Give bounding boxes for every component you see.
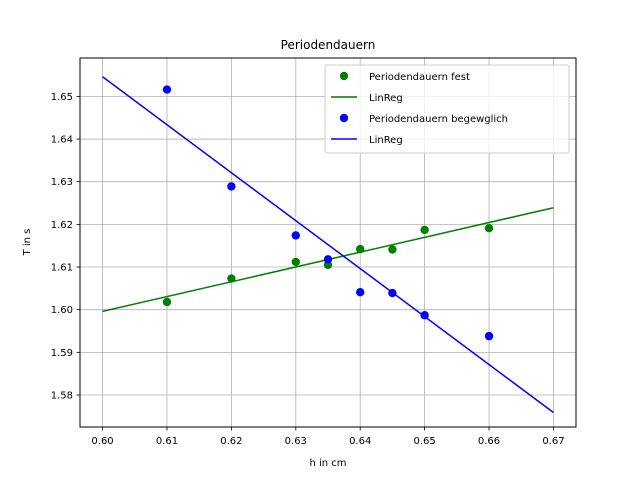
axes-frame [79,57,577,428]
legend-label: LinReg [369,93,403,104]
x-tick-label: 0.60 [91,436,113,447]
x-tick-label: 0.61 [156,436,178,447]
y-tick-label: 1.63 [51,177,73,188]
data-point [291,257,300,267]
data-point [420,225,429,235]
y-tick-label: 1.59 [51,348,73,359]
data-point [388,245,397,254]
legend-label: Periodendauern fest [369,72,470,83]
x-tick-label: 0.65 [413,436,435,447]
x-axis: 0.60 0.61 0.62 0.63 0.64 0.65 0.66 0.67 [91,427,565,447]
legend-marker-swatch [339,113,349,123]
data-point [484,331,494,341]
x-tick-label: 0.66 [478,436,500,447]
legend: Periodendauern fest LinReg Periodendauern … [324,64,570,154]
x-axis-label: h in cm [309,458,346,469]
y-tick-label: 1.60 [51,305,73,316]
legend-item: LinReg [331,93,403,104]
x-tick-label: 0.67 [542,436,564,447]
regression-line [102,76,554,414]
x-tick-label: 0.62 [220,436,242,447]
y-tick-label: 1.64 [51,135,73,146]
legend-marker-swatch [339,71,349,81]
legend-label: LinReg [369,135,403,146]
y-axis-label: T in s [22,229,33,257]
data-point [162,85,172,94]
legend-item: Periodendauern begewglich [339,113,508,125]
data-point [162,297,172,307]
legend-item: LinReg [331,135,403,146]
data-point [227,182,236,191]
legend-item: Periodendauern fest [339,71,470,83]
y-tick-label: 1.58 [51,391,73,402]
chart-title: Periodendauern [281,38,376,52]
legend-label: Periodendauern begewglich [369,114,508,125]
data-point [291,231,300,240]
y-tick-label: 1.65 [51,92,73,103]
data-point [356,287,365,297]
y-axis: 1.58 1.59 1.60 1.61 1.62 1.63 1.64 1.65 [51,92,80,402]
data-point [323,255,333,264]
x-tick-label: 0.64 [349,436,371,447]
y-tick-label: 1.62 [51,220,73,231]
series-4 [102,76,554,414]
data-point [484,224,494,233]
legend-box [324,64,570,154]
plot-area [102,76,554,414]
x-tick-label: 0.63 [285,436,307,447]
y-tick-label: 1.61 [51,263,73,274]
